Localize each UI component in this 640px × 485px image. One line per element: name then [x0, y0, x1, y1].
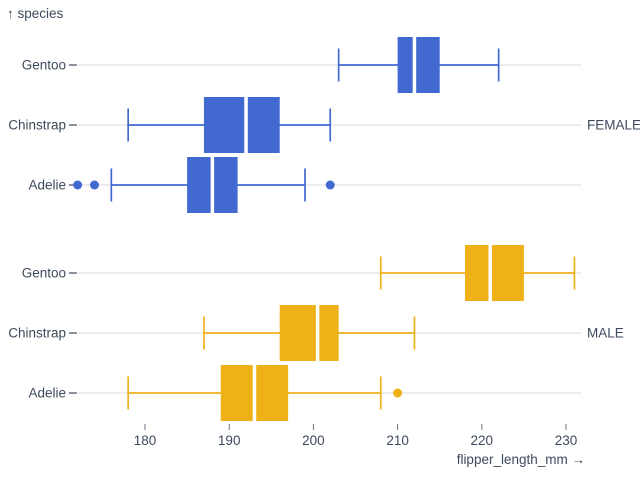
outlier-dot: [73, 180, 83, 190]
x-tick-label: 190: [218, 433, 241, 448]
x-tick-label: 200: [302, 433, 325, 448]
x-axis-label: flipper_length_mm →: [457, 452, 585, 467]
iqr-box: [464, 245, 524, 301]
outlier-dot: [393, 388, 403, 398]
outlier-dot: [325, 180, 335, 190]
facet-label-female: FEMALE: [587, 118, 640, 133]
iqr-box: [279, 305, 339, 361]
outlier-dot: [89, 180, 99, 190]
median-line: [488, 245, 492, 301]
row-label-gentoo: Gentoo: [22, 58, 66, 73]
row-label-chinstrap: Chinstrap: [8, 326, 66, 341]
x-tick-label: 180: [134, 433, 157, 448]
facet-label-male: MALE: [587, 326, 624, 341]
row-label-adelie: Adelie: [28, 178, 66, 193]
x-tick-label: 230: [555, 433, 578, 448]
median-line: [315, 305, 320, 361]
row-label-adelie: Adelie: [28, 386, 66, 401]
row-label-gentoo: Gentoo: [22, 266, 66, 281]
x-tick-label: 220: [471, 433, 494, 448]
median-line: [210, 157, 215, 213]
iqr-box: [203, 97, 280, 153]
iqr-box: [397, 37, 440, 93]
median-line: [412, 37, 417, 93]
y-axis-label: ↑ species: [7, 6, 64, 21]
plot-rows: Gentoo Chinstrap Adelie FEMALE Gentoo Chinstr…: [8, 37, 640, 421]
x-tick-label: 210: [386, 433, 409, 448]
x-axis: 180 190 200 210 220 230: [134, 424, 578, 448]
median-line: [244, 97, 248, 153]
median-line: [252, 365, 257, 421]
row-label-chinstrap: Chinstrap: [8, 118, 66, 133]
